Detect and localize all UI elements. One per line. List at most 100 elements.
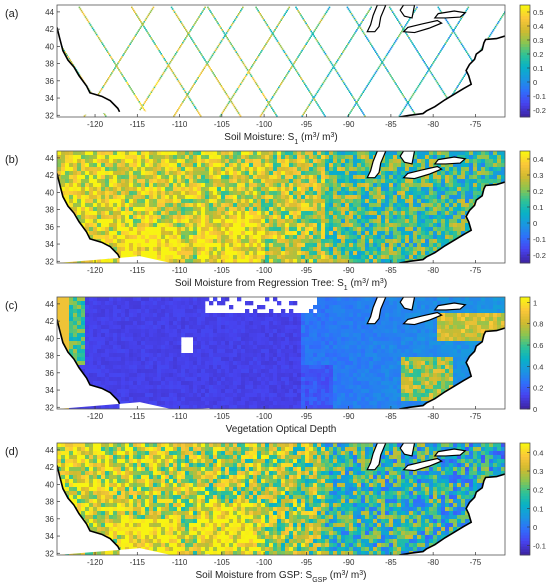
swath-dot: [221, 86, 224, 89]
data-cell: [329, 301, 334, 306]
swath-dot: [81, 11, 84, 13]
data-cell: [189, 207, 194, 212]
data-cell: [465, 163, 470, 168]
data-cell: [249, 175, 254, 180]
data-cell: [313, 259, 318, 263]
data-cell: [313, 207, 318, 212]
colorbar-segment: [520, 10, 530, 14]
data-cell: [345, 159, 350, 164]
swath-dot: [244, 75, 247, 77]
data-cell: [321, 305, 326, 310]
data-cell: [417, 203, 422, 208]
data-cell: [101, 151, 106, 156]
swath-dot: [256, 8, 258, 10]
data-cell: [345, 215, 350, 220]
x-axis-label-part: (m: [348, 278, 362, 289]
data-cell: [169, 175, 174, 180]
swath-dot: [231, 96, 234, 98]
data-cell: [293, 203, 298, 208]
swath-dot: [149, 11, 152, 13]
data-cell: [385, 239, 390, 244]
data-cell: [233, 231, 238, 236]
data-cell: [397, 175, 402, 180]
data-cell: [341, 259, 346, 263]
data-cell: [353, 247, 358, 252]
data-cell: [205, 251, 210, 256]
data-cell: [273, 215, 278, 220]
swath-dot: [104, 81, 107, 84]
data-cell: [393, 231, 398, 236]
atlantic-mask: [399, 182, 505, 263]
data-cell: [345, 163, 350, 168]
data-cell: [417, 297, 422, 302]
data-cell: [273, 183, 278, 188]
colorbar-segment: [520, 61, 530, 65]
data-cell: [129, 207, 134, 212]
data-cell: [81, 167, 86, 172]
data-cell: [113, 301, 118, 306]
data-cell: [249, 215, 254, 220]
data-cell: [293, 151, 298, 156]
swath-dot: [254, 81, 257, 84]
swath-dot: [329, 61, 332, 63]
data-cell: [425, 183, 430, 188]
data-cell: [381, 167, 386, 172]
data-cell: [253, 203, 258, 208]
data-cell: [361, 239, 366, 244]
swath-dot: [457, 85, 459, 87]
data-cell: [361, 191, 366, 196]
swath-dot: [176, 110, 178, 113]
data-cell: [401, 163, 406, 168]
data-cell: [461, 195, 466, 200]
data-cell: [273, 191, 278, 196]
data-cell: [209, 235, 214, 240]
data-cell: [177, 159, 182, 164]
colorbar-segment: [520, 156, 530, 160]
data-cell: [93, 207, 98, 212]
data-cell: [161, 183, 166, 188]
data-cell: [317, 243, 322, 248]
data-cell: [265, 171, 270, 176]
data-cell: [357, 159, 362, 164]
data-cell: [137, 211, 142, 216]
swath-dot: [352, 35, 354, 37]
swath-dot: [463, 75, 465, 77]
data-cell: [85, 191, 90, 196]
swath-dot: [281, 17, 283, 20]
data-cell: [145, 247, 150, 252]
data-cell: [257, 191, 262, 196]
data-cell: [265, 159, 270, 164]
swath-dot: [304, 21, 306, 23]
swath-dot: [497, 21, 500, 23]
swath-dot: [382, 62, 384, 65]
swath-dot: [398, 33, 401, 36]
data-cell: [93, 191, 98, 196]
swath-dot: [165, 61, 168, 63]
data-cell: [389, 211, 394, 216]
data-cell: [101, 171, 106, 176]
data-cell: [61, 175, 66, 180]
data-cell: [73, 309, 78, 314]
swath-dot: [278, 43, 281, 45]
data-cell: [69, 297, 74, 302]
data-cell: [253, 251, 258, 256]
data-cell: [73, 195, 78, 200]
data-cell: [157, 215, 162, 220]
data-cell: [185, 235, 190, 240]
data-cell: [421, 151, 426, 156]
colorbar-segment: [520, 86, 530, 90]
data-cell: [409, 195, 414, 200]
data-cell: [369, 207, 374, 212]
data-cell: [289, 301, 294, 306]
data-cell: [317, 227, 322, 232]
data-cell: [445, 187, 450, 192]
data-cell: [241, 159, 246, 164]
swath-dot: [249, 67, 252, 69]
data-cell: [457, 195, 462, 200]
data-cell: [401, 191, 406, 196]
data-cell: [269, 239, 274, 244]
data-cell: [165, 235, 170, 240]
data-cell: [357, 219, 362, 224]
data-cell: [393, 297, 398, 302]
data-cell: [285, 215, 290, 220]
